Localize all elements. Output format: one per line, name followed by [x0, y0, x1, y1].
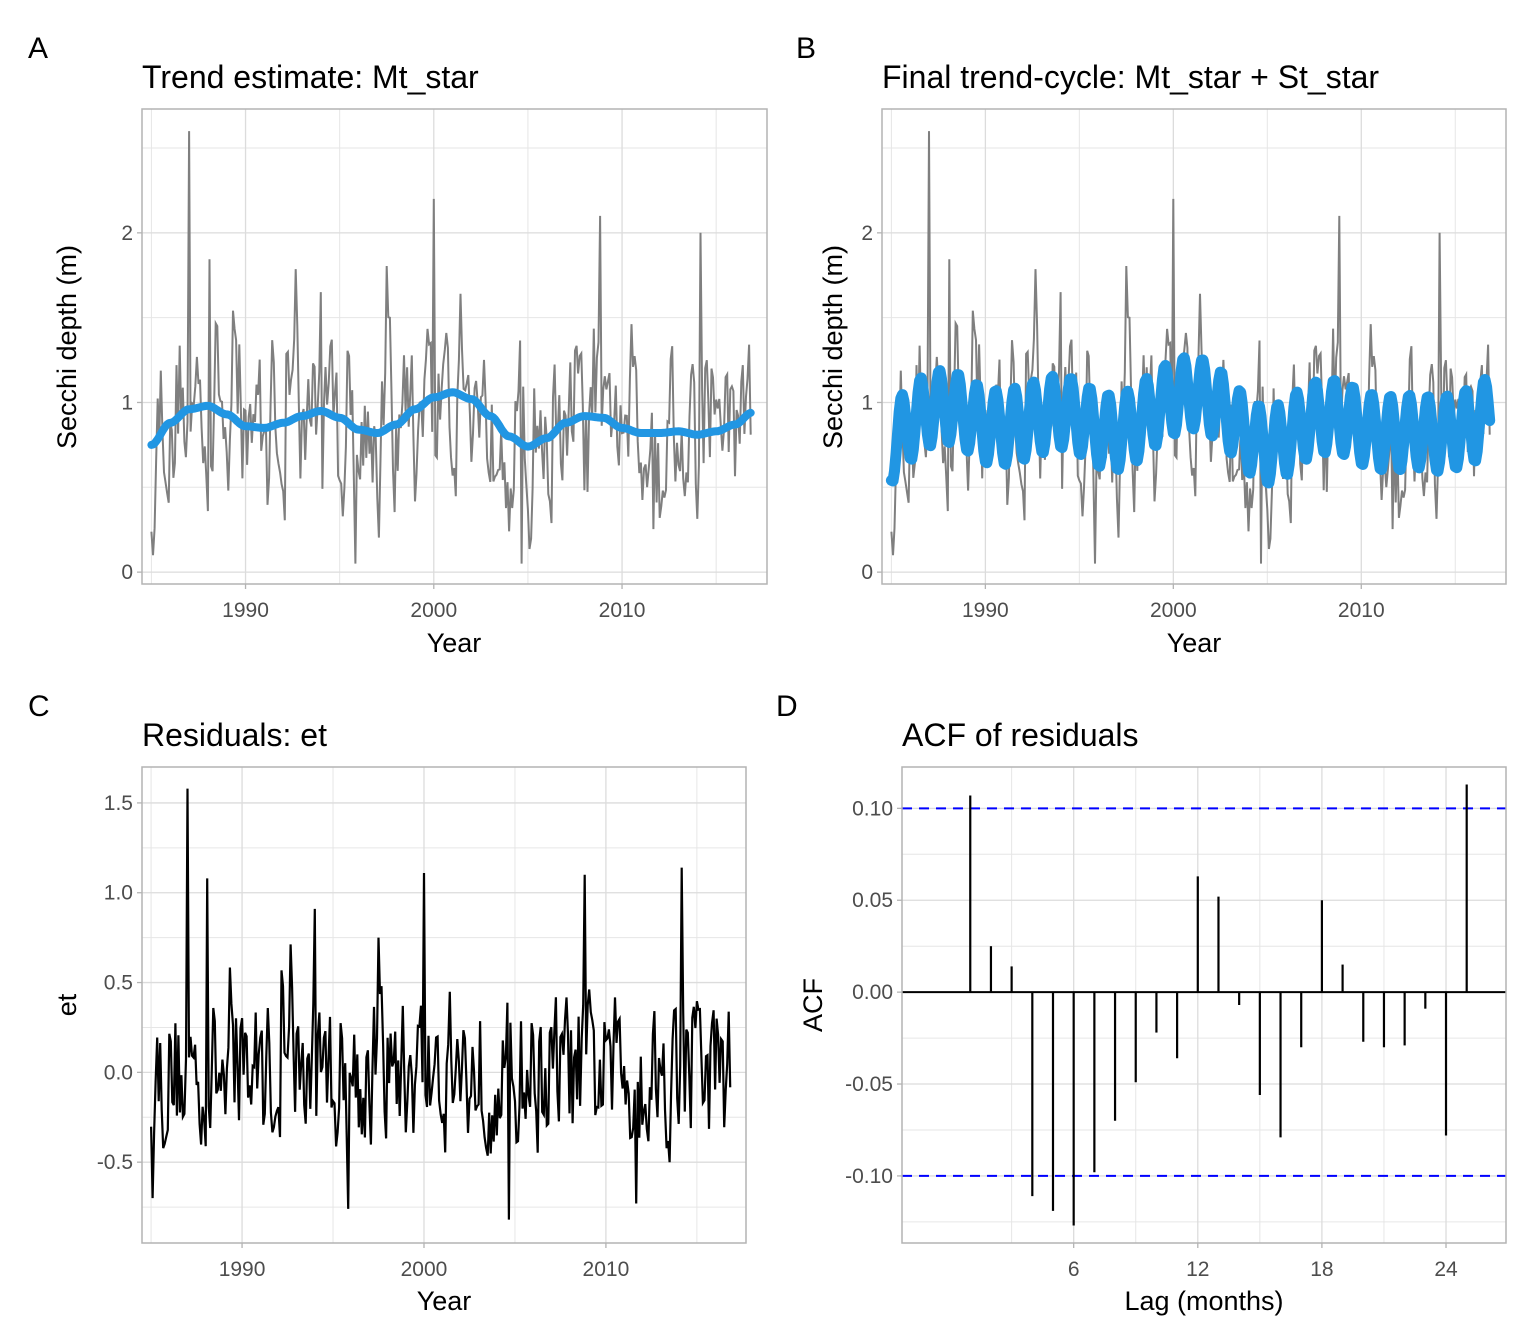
- panel-d: D ACF of residuals -0.10 -0.05 0.00 0.05 0.10 6…: [776, 690, 1507, 1316]
- y-tick-label: 0.05: [852, 889, 893, 912]
- panel-a: A Trend estimate: Mt_star 0 1 2 1990 2000 2010 Y…: [28, 32, 768, 658]
- y-axis-label: et: [52, 993, 82, 1016]
- x-tick-label: 12: [1186, 1258, 1209, 1281]
- trend-cycle-line: [885, 352, 1496, 489]
- chart-title: Final trend-cycle: Mt_star + St_star: [882, 59, 1379, 95]
- plot-area: [885, 131, 1496, 564]
- chart-title: ACF of residuals: [902, 717, 1139, 753]
- x-axis-label: Year: [417, 1286, 472, 1316]
- chart-title: Trend estimate: Mt_star: [142, 59, 479, 95]
- x-tick-label: 2010: [599, 599, 646, 622]
- y-tick-label: 0: [121, 561, 133, 584]
- residual-line: [150, 788, 732, 1220]
- plot-area: [902, 784, 1506, 1226]
- panel-tag: C: [28, 690, 50, 723]
- x-axis-label: Year: [1167, 628, 1222, 658]
- chart-title: Residuals: et: [142, 717, 327, 753]
- x-tick-label: 18: [1310, 1258, 1333, 1281]
- y-axis-label: Secchi depth (m): [52, 245, 82, 449]
- y-tick-label: -0.05: [845, 1073, 893, 1096]
- x-tick-label: 6: [1068, 1258, 1080, 1281]
- panel-border: [141, 108, 768, 585]
- panel-c: C Residuals: et -0.5 0.0 0.5 1.0 1.5 1990 2000 20…: [28, 690, 747, 1316]
- observed-line: [150, 131, 752, 564]
- panel-border: [901, 766, 1507, 1244]
- x-tick-label: 1990: [222, 599, 269, 622]
- y-tick-label: 1: [861, 391, 873, 414]
- panel-border: [141, 766, 747, 1244]
- x-tick-label: 1990: [219, 1258, 266, 1281]
- plot-area: [147, 131, 755, 564]
- y-tick-label: 1: [121, 391, 133, 414]
- panel-border: [881, 108, 1507, 585]
- y-tick-label: 2: [861, 222, 873, 245]
- panel-b: B Final trend-cycle: Mt_star + St_star 0 1 2…: [796, 32, 1507, 658]
- y-axis-label: Secchi depth (m): [818, 245, 848, 449]
- y-tick-label: 1.5: [104, 792, 133, 815]
- y-tick-label: 2: [121, 222, 133, 245]
- y-axis-label: ACF: [798, 978, 828, 1032]
- y-tick-label: 0: [861, 561, 873, 584]
- panel-tag: A: [28, 32, 48, 65]
- panel-tag: B: [796, 32, 816, 65]
- x-tick-label: 24: [1434, 1258, 1458, 1281]
- x-tick-label: 2000: [401, 1258, 448, 1281]
- x-tick-label: 2000: [1150, 599, 1197, 622]
- x-tick-label: 1990: [962, 599, 1009, 622]
- panel-tag: D: [776, 690, 798, 723]
- y-tick-label: 1.0: [104, 882, 133, 905]
- y-tick-label: 0.5: [104, 972, 133, 995]
- y-tick-label: -0.10: [845, 1165, 893, 1188]
- y-tick-label: 0.10: [852, 797, 893, 820]
- x-tick-label: 2000: [410, 599, 457, 622]
- y-tick-label: -0.5: [97, 1151, 133, 1174]
- trend-line: [147, 388, 755, 451]
- plot-area: [150, 788, 732, 1220]
- observed-line: [890, 131, 1491, 564]
- x-axis-label: Lag (months): [1124, 1286, 1283, 1316]
- y-tick-label: 0.00: [852, 981, 893, 1004]
- y-tick-label: 0.0: [104, 1061, 133, 1084]
- x-axis-label: Year: [427, 628, 482, 658]
- x-tick-label: 2010: [583, 1258, 630, 1281]
- x-tick-label: 2010: [1338, 599, 1385, 622]
